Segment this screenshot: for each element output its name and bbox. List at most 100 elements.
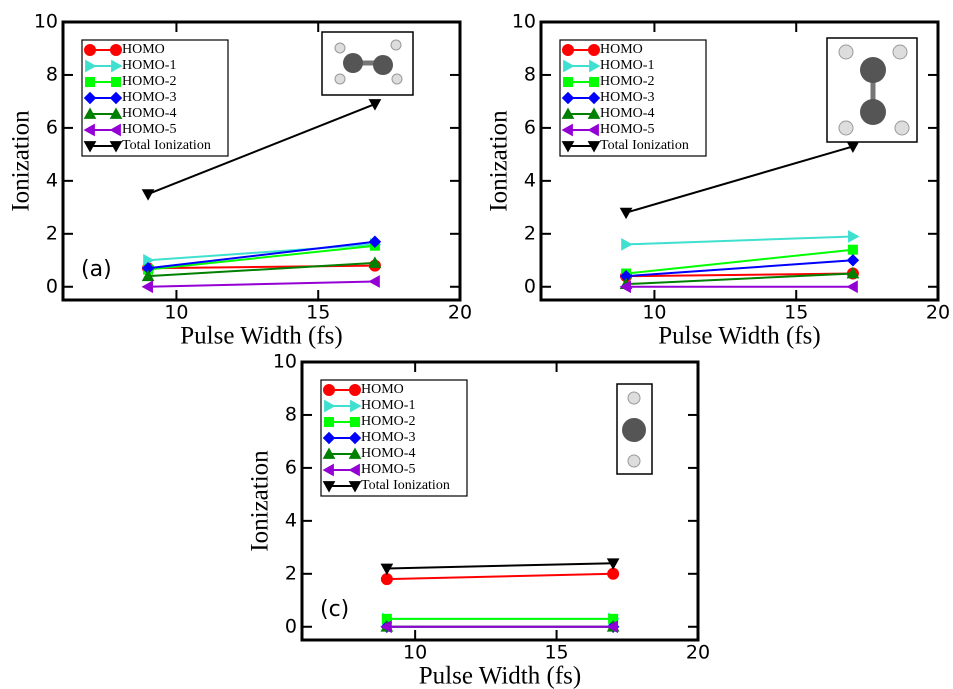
y-tick-label: 4 (524, 169, 536, 191)
series-line (626, 235, 853, 246)
x-tick-label: 15 (306, 302, 330, 324)
plot-frame (61, 20, 462, 302)
x-axis-label: Pulse Width (fs) (419, 663, 581, 689)
legend: HOMOHOMO-1HOMO-2HOMO-3HOMO-4HOMO-5Total … (81, 39, 229, 157)
legend-marker (350, 399, 362, 413)
x-tick-label: 10 (642, 302, 666, 324)
legend-marker (561, 91, 575, 105)
legend-label: HOMO-5 (361, 462, 415, 477)
data-point (607, 567, 620, 580)
legend-label: HOMO-1 (122, 58, 176, 73)
legend-marker (109, 91, 123, 105)
data-point (846, 266, 860, 279)
legend-marker (563, 59, 575, 73)
data-point (368, 275, 380, 288)
panel-label: (a) (81, 257, 112, 282)
x-tick-label: 15 (784, 302, 808, 324)
legend-label: HOMO-1 (600, 58, 654, 73)
data-point (846, 254, 860, 267)
legend-label: Total Ionization (600, 138, 689, 153)
legend-marker (588, 44, 600, 56)
legend-marker (85, 59, 97, 73)
y-tick-label: 0 (524, 275, 536, 297)
legend-label: Total Ionization (361, 478, 450, 493)
x-tick-label: 10 (403, 642, 427, 664)
series-line (625, 145, 854, 214)
series-line (386, 562, 614, 570)
legend-marker (109, 123, 121, 137)
series-line (147, 240, 376, 270)
data-point (847, 244, 858, 255)
legend-marker (322, 463, 334, 477)
x-axis-label: Pulse Width (fs) (180, 323, 342, 350)
legend-marker (83, 123, 95, 137)
legend: HOMOHOMO-1HOMO-2HOMO-3HOMO-4HOMO-5Total … (559, 39, 707, 157)
y-axis-label: Ionization (247, 450, 274, 552)
series-line (626, 259, 853, 278)
legend-marker (348, 463, 360, 477)
legend-label: HOMO-2 (122, 74, 176, 89)
legend-label: HOMO-3 (600, 90, 654, 105)
y-tick-label: 4 (285, 509, 297, 531)
data-point (141, 280, 153, 294)
data-point (619, 207, 633, 220)
y-tick-label: 6 (524, 116, 536, 138)
data-point (606, 558, 620, 570)
data-point (380, 620, 392, 634)
series-line (148, 261, 375, 278)
y-tick-label: 8 (524, 63, 536, 85)
legend-marker (109, 107, 123, 119)
molecule-inset (826, 37, 918, 143)
legend-marker (322, 431, 336, 445)
panel: 0 2 4 6 8 10 10 15 20 Pulse Width (fs) Ionization H… (8, 11, 472, 350)
legend-marker (83, 141, 97, 153)
legend-label: HOMO-5 (122, 122, 176, 137)
molecule-inset (321, 31, 414, 96)
data-point (141, 189, 155, 201)
legend-label: HOMO (600, 42, 643, 57)
legend-marker (348, 481, 362, 493)
legend-marker (111, 59, 123, 73)
legend-marker (562, 44, 574, 56)
data-point (621, 238, 633, 251)
y-tick-label: 8 (46, 63, 58, 85)
y-axis-label: Ionization (486, 110, 513, 212)
legend-label: HOMO-4 (122, 106, 176, 121)
legend-marker (349, 384, 361, 396)
legend-marker (587, 91, 601, 105)
legend-marker (348, 431, 362, 445)
data-point (380, 563, 394, 576)
y-axis-label: Ionization (8, 110, 35, 212)
legend-marker (587, 123, 599, 137)
legend-marker (324, 417, 334, 427)
legend-label: HOMO-4 (600, 106, 654, 121)
legend-marker (322, 481, 336, 493)
legend-label: HOMO-4 (361, 446, 415, 461)
legend-marker (324, 399, 336, 413)
legend-marker (561, 141, 575, 153)
series-line (148, 280, 375, 288)
x-tick-label: 15 (544, 642, 568, 664)
y-tick-label: 2 (285, 562, 297, 584)
data-point (606, 620, 619, 634)
data-point (368, 99, 382, 111)
legend-marker (563, 77, 573, 87)
legend-marker (323, 384, 335, 396)
series-line (625, 248, 854, 275)
y-tick-label: 10 (34, 11, 58, 33)
legend-label: HOMO-2 (600, 74, 654, 89)
legend-marker (83, 91, 97, 105)
legend-marker (85, 77, 95, 87)
data-point (619, 280, 631, 294)
x-tick-label: 20 (448, 302, 472, 324)
y-tick-label: 0 (285, 615, 297, 637)
y-tick-label: 8 (285, 403, 297, 425)
plot-frame (539, 20, 940, 302)
x-tick-label: 20 (926, 302, 950, 324)
y-tick-label: 0 (46, 275, 58, 297)
data-point (380, 573, 393, 586)
series-line (147, 103, 376, 196)
legend-label: HOMO-1 (361, 398, 415, 413)
legend-marker (348, 447, 362, 459)
